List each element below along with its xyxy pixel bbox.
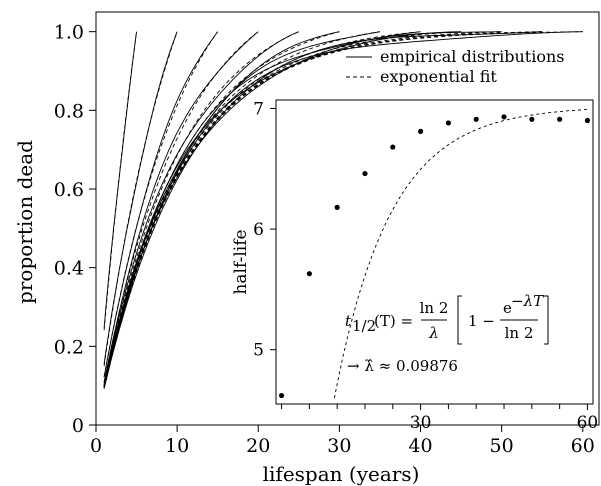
formula-lhs-argument: (T) =	[374, 312, 413, 330]
main-plot: 0 10 20 30 40 50 60 00.20.40.60.81.0 lifespan …	[13, 11, 600, 486]
formula-numerator: ln 2	[420, 299, 449, 317]
half-life-point	[334, 204, 340, 210]
empirical-curve-T15	[103, 31, 219, 378]
empirical-curve-T50	[103, 31, 502, 387]
inset-plot-background	[276, 100, 593, 404]
legend-label-empirical: empirical distributions	[380, 47, 564, 66]
main-y-ticks: 0 0.2 0.4 0.6 0.8 1.0	[54, 22, 96, 437]
half-life-point	[473, 116, 479, 122]
exponential-fit-curve-T35	[103, 31, 381, 387]
x-tick-label: 60	[571, 435, 595, 457]
y-tick-label: 0.6	[54, 179, 84, 201]
exponential-fit-curve-T20	[103, 31, 259, 383]
formula-one-minus: 1 −	[468, 312, 495, 330]
half-life-point	[529, 116, 535, 122]
main-x-ticks: 0 10 20 30 40 50 60	[90, 425, 595, 457]
formula-result: → λ̂ ≈ 0.09876	[347, 357, 458, 375]
y-tick-label: 0.4	[54, 258, 84, 280]
half-life-point	[417, 128, 424, 134]
y-tick-label: 0	[72, 415, 84, 437]
main-plot-frame	[95, 11, 600, 426]
x-tick-label: 10	[165, 435, 189, 457]
y-tick-label: 0.2	[54, 336, 84, 358]
empirical-curve-T45	[103, 31, 462, 386]
formula-right-bracket	[544, 295, 549, 345]
inset-y-axis-label: half-life	[231, 229, 251, 294]
exponential-fit-curve-T10	[103, 31, 178, 367]
x-tick-label: 20	[246, 435, 270, 457]
exponential-fit-curve-T45	[103, 31, 462, 388]
inset-x-tick-label: 60	[577, 413, 599, 433]
inset-x-tick-label: 30	[410, 413, 432, 433]
half-life-point	[278, 392, 285, 399]
empirical-curve-T60	[103, 31, 583, 389]
formula-inner-denominator: ln 2	[505, 324, 534, 342]
inset-y-tick-label: 6	[253, 220, 264, 240]
empirical-curve-T55	[103, 31, 543, 389]
formula-lhs: t	[345, 312, 352, 330]
exponential-fit-curve-T5	[103, 31, 138, 331]
half-life-point	[306, 271, 312, 277]
half-life-point	[557, 116, 563, 122]
y-tick-label: 1.0	[54, 22, 84, 44]
formula-exp-power: −λT	[511, 292, 544, 310]
formula-left-bracket	[457, 295, 462, 345]
half-life-point	[501, 114, 507, 120]
y-tick-label: 0.8	[54, 100, 84, 122]
main-curves	[103, 31, 583, 389]
half-life-point	[584, 117, 591, 124]
inset-x-ticks: 30 60	[281, 404, 599, 433]
half-life-point	[362, 170, 368, 177]
x-tick-label: 30	[327, 435, 351, 457]
y-axis-label: proportion dead	[13, 140, 37, 304]
formula-exp-base: e	[503, 299, 512, 317]
inset-plot-frame	[275, 99, 594, 405]
exponential-fit-curve-T15	[103, 31, 219, 378]
half-life-point	[390, 144, 396, 150]
x-tick-label: 0	[90, 435, 102, 457]
inset-y-ticks: 5 6 7	[253, 99, 276, 361]
legend: empirical distributions exponential fit	[346, 47, 564, 86]
half-life-point	[445, 120, 452, 126]
legend-label-exponential-fit: exponential fit	[380, 67, 497, 86]
inset-y-tick-label: 5	[253, 341, 264, 361]
half-life-formula: t 1/2 (T) = ln 2 λ 1 − e −λT ln 2 → λ̂ ≈…	[345, 292, 549, 375]
exponential-fit-curve-T55	[103, 31, 543, 388]
x-tick-label: 40	[408, 435, 432, 457]
exponential-fit-curve-T25	[103, 31, 299, 385]
x-tick-label: 50	[490, 435, 514, 457]
inset-points	[278, 114, 591, 399]
formula-lhs-subscript: 1/2	[352, 317, 376, 335]
exponential-fit-curve-T40	[103, 31, 421, 388]
formula-denominator: λ	[428, 324, 439, 342]
x-axis-label: lifespan (years)	[263, 462, 420, 486]
inset-y-tick-label: 7	[253, 99, 264, 119]
inset-plot: 30 60 5 6 7 half-life t 1/2 (T) = ln 2 λ 1 …	[231, 99, 598, 433]
empirical-curve-T20	[103, 31, 259, 383]
empirical-curve-T25	[103, 31, 299, 384]
